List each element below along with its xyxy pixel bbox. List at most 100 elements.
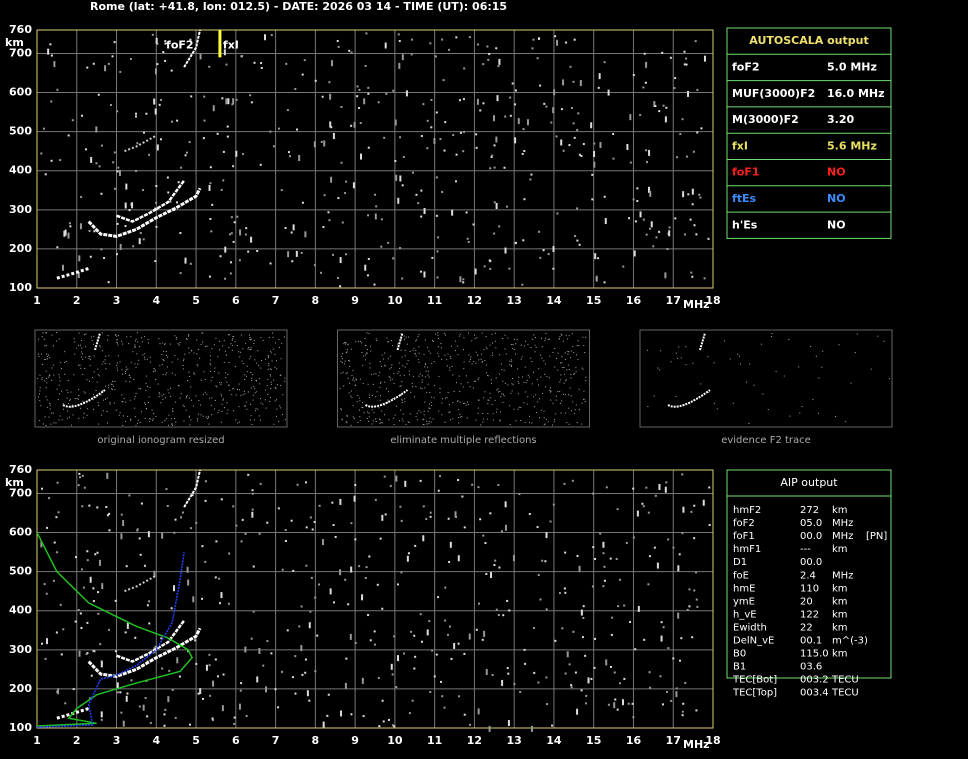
thumb-dot [166, 354, 168, 356]
thumb-dot [107, 422, 109, 424]
thumb-dot [501, 393, 503, 395]
noise-dot [309, 516, 312, 519]
thumb-dot [540, 337, 542, 339]
thumb-dot [72, 404, 74, 406]
noise-dot [683, 63, 686, 66]
noise-dot [462, 98, 465, 101]
thumb-dot [250, 339, 252, 341]
noise-dot [323, 194, 326, 197]
thumb-dot [202, 415, 204, 417]
thumb-dot [370, 373, 372, 375]
noise-dot [521, 152, 524, 155]
noise-dot [497, 65, 500, 68]
thumb-dot [346, 349, 348, 351]
thumb-dot [122, 424, 124, 426]
thumb-dot [525, 391, 527, 393]
thumb-dot [439, 392, 441, 394]
thumb-dot [171, 418, 173, 420]
thumb-dot [60, 362, 62, 364]
thumb-dot [190, 419, 192, 421]
noise-dot [443, 706, 446, 709]
thumb-dot [339, 387, 341, 389]
thumb-dot [284, 377, 286, 379]
noise-dot [462, 150, 465, 153]
thumb-dot [534, 337, 536, 339]
thumb-dot [189, 424, 191, 426]
noise-dot [699, 196, 702, 199]
noise-dot [250, 101, 253, 104]
noise-dot [212, 680, 215, 687]
thumb-dot [413, 347, 415, 349]
x-tick-label: 10 [387, 294, 403, 307]
thumb-dot [226, 412, 228, 414]
thumb-dot [658, 369, 660, 371]
noise-dot [490, 155, 493, 158]
noise-dot [210, 230, 213, 233]
thumb-dot [425, 370, 427, 372]
noise-dot [672, 657, 675, 660]
noise-dot [359, 153, 362, 160]
noise-dot [59, 159, 62, 162]
thumb-dot [361, 342, 363, 344]
thumb-dot [369, 396, 371, 398]
thumb-dot [171, 361, 173, 363]
noise-dot [165, 488, 168, 491]
x-tick-label: 3 [113, 734, 121, 747]
thumb-dot [68, 416, 70, 418]
thumb-dot [160, 402, 162, 404]
noise-dot [116, 170, 119, 173]
thumb-dot [427, 366, 429, 368]
thumb-dot [81, 340, 83, 342]
noise-dot [233, 722, 236, 725]
noise-dot [556, 212, 559, 215]
thumb-dot [535, 346, 537, 348]
thumb-dot [38, 353, 40, 355]
x-tick-label: 18 [705, 734, 720, 747]
noise-dot [344, 192, 347, 195]
thumb-dot [64, 362, 66, 364]
thumb-dot [745, 381, 747, 383]
noise-dot [122, 520, 125, 527]
noise-dot [180, 166, 183, 169]
noise-dot [411, 699, 414, 702]
thumb-dot [473, 361, 475, 363]
noise-dot [387, 241, 390, 244]
noise-dot [645, 486, 648, 489]
thumb-dot [76, 398, 78, 400]
noise-dot [134, 636, 137, 639]
thumb-dot [429, 417, 431, 419]
noise-dot [645, 233, 648, 236]
noise-dot [422, 535, 425, 542]
thumb-dot [346, 351, 348, 353]
thumb-dot [418, 361, 420, 363]
x-tick-label: 3 [113, 294, 121, 307]
noise-dot [399, 247, 402, 250]
noise-dot [151, 33, 154, 36]
thumb-dot [246, 375, 248, 377]
thumb-dot [483, 349, 485, 351]
noise-dot [426, 119, 429, 122]
noise-dot [458, 695, 461, 698]
noise-dot [266, 640, 269, 643]
thumb-dot [231, 339, 233, 341]
y-tick-label: 100 [9, 281, 32, 294]
noise-dot [330, 176, 333, 183]
thumb-dot [459, 401, 461, 403]
thumb-dot [363, 412, 365, 414]
thumb-dot [55, 422, 57, 424]
thumb-dot [174, 354, 176, 356]
thumb-dot [384, 352, 386, 354]
thumb-dot [572, 345, 574, 347]
noise-dot [96, 551, 99, 554]
noise-dot [166, 504, 169, 507]
thumb-dot [282, 394, 284, 396]
noise-dot [498, 566, 501, 569]
noise-dot [489, 167, 492, 170]
thumb-dot [424, 366, 426, 368]
thumb-dot [399, 375, 401, 377]
noise-dot [707, 237, 710, 240]
noise-dot [493, 232, 496, 235]
thumb-dot [526, 403, 528, 405]
thumb-dot [393, 372, 395, 374]
noise-dot [56, 551, 59, 554]
